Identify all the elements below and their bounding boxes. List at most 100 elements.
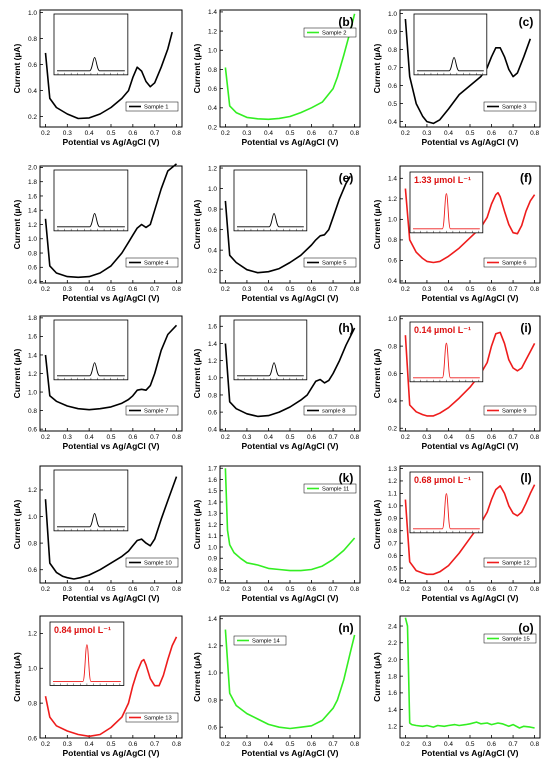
y-axis-label: Current (µA): [192, 348, 202, 398]
x-tick-label: 0.6: [307, 434, 316, 441]
x-axis-label: Potential vs Ag/AgCl (V): [63, 593, 160, 603]
x-tick-label: 0.7: [150, 741, 159, 748]
legend-label: Sample 10: [144, 561, 172, 567]
x-tick-label: 0.8: [172, 286, 181, 293]
inset-peak-line: [413, 342, 480, 379]
x-tick-label: 0.4: [444, 130, 453, 137]
legend: Sample 15: [483, 633, 537, 644]
x-tick-label: 0.5: [285, 741, 294, 748]
y-tick-label: 1.0: [28, 236, 37, 243]
y-tick-label: 1.4: [208, 9, 217, 16]
x-tick-label: 0.5: [465, 286, 474, 293]
series-line-sample-11: [224, 468, 356, 572]
x-tick-label: 0.4: [444, 741, 453, 748]
y-tick-label: 2.0: [388, 657, 397, 664]
y-tick-label: 1.0: [28, 10, 37, 17]
legend-box: [125, 712, 179, 723]
legend-box: [303, 405, 357, 416]
inset-frame: [233, 319, 308, 381]
x-tick-label: 0.3: [242, 286, 251, 293]
series-line-sample-6: [404, 188, 536, 264]
y-tick-label: 0.8: [28, 250, 37, 257]
y-tick-label: 0.7: [388, 540, 397, 547]
y-tick-label: 1.0: [208, 670, 217, 677]
x-tick-label: 0.8: [350, 130, 359, 137]
y-tick-label: 1.2: [28, 371, 37, 378]
inset-frame: [409, 171, 484, 234]
inset-peak-line: [57, 513, 125, 528]
x-tick-label: 0.5: [106, 286, 115, 293]
y-tick-label: 1.0: [208, 375, 217, 382]
x-tick-label: 0.7: [509, 434, 518, 441]
concentration-label: 0.14 µmol L⁻¹: [414, 325, 471, 335]
panel-b: 0.2 0.3 0.4 0.5 0.6 0.7 0.8 0.2 0.4 0.6 0.8 1.0 1.2 1…: [192, 9, 361, 147]
y-tick-label: 1.8: [28, 315, 37, 322]
x-axis-label: Potential vs Ag/AgCl (V): [63, 137, 160, 147]
x-tick-label: 0.6: [128, 741, 137, 748]
y-tick-label: 1.2: [388, 196, 397, 203]
series-line-sample-3: [404, 18, 532, 125]
x-tick-label: 0.3: [63, 741, 72, 748]
y-tick-label: 1.0: [208, 186, 217, 193]
x-tick-label: 0.3: [63, 286, 72, 293]
concentration-label: 1.33 µmol L⁻¹: [414, 175, 471, 185]
inset: [53, 469, 129, 532]
inset: [49, 621, 125, 686]
y-tick-label: 1.2: [208, 28, 217, 35]
concentration-label: 0.68 µmol L⁻¹: [414, 475, 471, 485]
series-line-sample-15: [404, 617, 535, 729]
y-tick-label: 0.4: [388, 578, 397, 585]
y-tick-label: 0.8: [28, 408, 37, 415]
y-tick-label: 0.9: [388, 29, 397, 36]
legend-label: Sample 12: [502, 561, 530, 567]
x-axis-label: Potential vs Ag/AgCl (V): [422, 137, 519, 147]
y-tick-label: 1.2: [28, 487, 37, 494]
x-tick-label: 0.3: [63, 130, 72, 137]
panel-a: 0.2 0.3 0.4 0.5 0.6 0.7 0.8 0.2 0.4 0.6 0.8 1.0 Pote…: [12, 9, 183, 147]
y-tick-label: 0.8: [28, 540, 37, 547]
x-tick-label: 0.2: [41, 741, 50, 748]
x-tick-label: 0.8: [530, 286, 539, 293]
x-tick-label: 0.2: [221, 434, 230, 441]
y-tick-label: 1.3: [208, 511, 217, 518]
legend: Sample 3: [483, 101, 537, 112]
inset-peak-line: [417, 57, 484, 72]
inset-peak-line: [57, 57, 125, 72]
inset-frame: [53, 319, 129, 381]
y-tick-label: 0.4: [208, 427, 217, 434]
legend-box: [483, 101, 537, 112]
x-tick-label: 0.6: [128, 586, 137, 593]
x-tick-label: 0.2: [221, 130, 230, 137]
inset-frame: [409, 321, 484, 383]
x-tick-label: 0.5: [106, 741, 115, 748]
x-tick-label: 0.6: [487, 130, 496, 137]
x-tick-label: 0.6: [307, 286, 316, 293]
y-tick-label: 0.4: [388, 119, 397, 126]
y-tick-label: 0.6: [208, 86, 217, 93]
y-axis-label: Current (µA): [372, 652, 382, 702]
series-line-sample-8: [224, 327, 356, 418]
y-tick-label: 1.0: [388, 316, 397, 323]
panel-label: (i): [520, 321, 531, 335]
x-tick-label: 0.3: [63, 434, 72, 441]
x-axis-label: Potential vs Ag/AgCl (V): [63, 293, 160, 303]
x-tick-label: 0.3: [422, 741, 431, 748]
y-tick-label: 1.6: [28, 193, 37, 200]
x-tick-label: 0.4: [85, 741, 94, 748]
y-tick-label: 1.0: [388, 503, 397, 510]
legend-box: [483, 257, 537, 268]
legend: Sample 5: [303, 257, 357, 268]
legend: Sample 11: [303, 483, 357, 494]
y-axis-label: Current (µA): [12, 199, 22, 249]
y-tick-label: 1.6: [388, 690, 397, 697]
x-tick-label: 0.7: [329, 286, 338, 293]
y-tick-label: 0.8: [208, 67, 217, 74]
panel-n: 0.2 0.3 0.4 0.5 0.6 0.7 0.8 0.6 0.8 1.0 1.2 1.4 Pote…: [192, 615, 361, 758]
y-tick-label: 1.4: [28, 352, 37, 359]
x-tick-label: 0.5: [285, 130, 294, 137]
y-tick-label: 0.6: [208, 227, 217, 234]
x-tick-label: 0.3: [242, 434, 251, 441]
x-axis-label: Potential vs Ag/AgCl (V): [242, 441, 339, 451]
x-tick-label: 0.4: [264, 286, 273, 293]
legend: Sample 6: [483, 257, 537, 268]
